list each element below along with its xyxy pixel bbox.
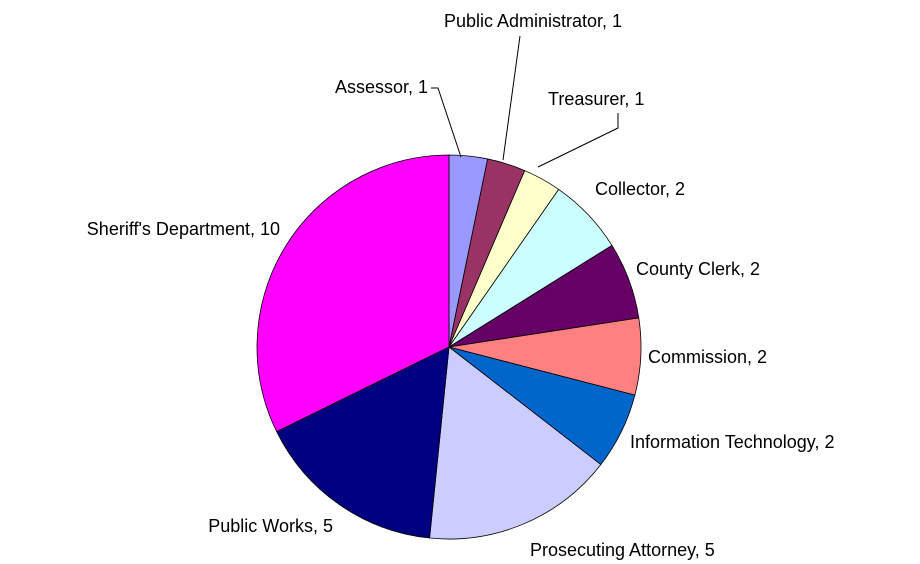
pie-slice: [276, 346, 450, 539]
pie-slice: [256, 154, 450, 433]
data-label: Prosecuting Attorney, 5: [530, 540, 715, 560]
data-label: Collector, 2: [595, 179, 685, 199]
data-label: Treasurer, 1: [548, 89, 644, 109]
leader-line: [431, 87, 462, 158]
data-label: County Clerk, 2: [636, 259, 760, 279]
data-label: Assessor, 1: [335, 77, 428, 97]
data-label: Public Works, 5: [208, 516, 333, 536]
data-label: Information Technology, 2: [630, 432, 834, 452]
pie-slice: [429, 346, 602, 540]
data-label: Public Administrator, 1: [444, 11, 622, 31]
data-label: Sheriff's Department, 10: [87, 219, 280, 239]
leader-line: [502, 35, 521, 161]
leader-line: [537, 113, 619, 168]
data-label: Commission, 2: [648, 347, 767, 367]
